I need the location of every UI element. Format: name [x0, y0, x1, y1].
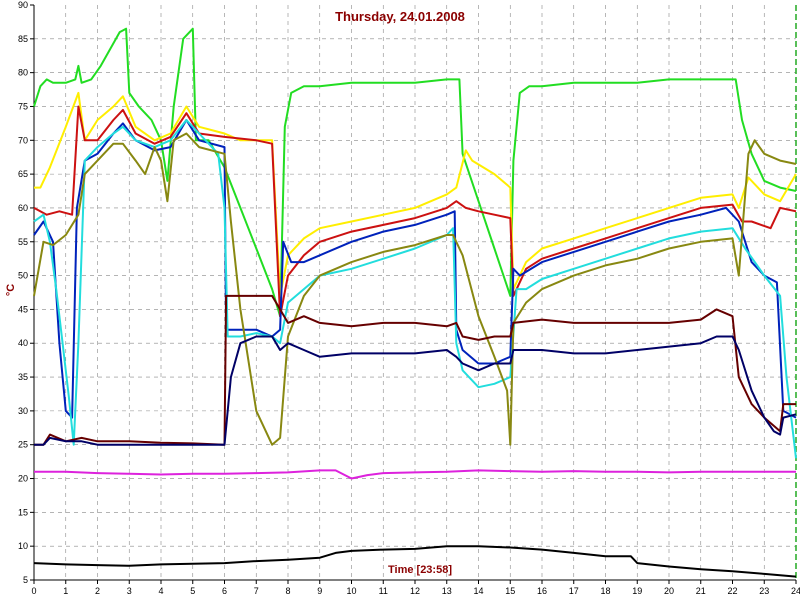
- y-tick-label: 20: [18, 474, 28, 484]
- axes: [30, 4, 797, 584]
- series-line-9: [34, 469, 796, 480]
- y-tick-label: 50: [18, 271, 28, 281]
- series-line-10: [33, 545, 797, 578]
- series-line-8: [34, 335, 797, 446]
- x-tick-label: 8: [285, 586, 290, 596]
- y-tick-label: 45: [18, 304, 28, 314]
- x-tick-label: 12: [410, 586, 420, 596]
- x-tick-label: 16: [537, 586, 547, 596]
- x-tick-label: 14: [473, 586, 483, 596]
- series-line-2: [34, 91, 797, 297]
- y-tick-label: 35: [18, 372, 28, 382]
- y-tick-label: 65: [18, 169, 28, 179]
- y-tick-label: 80: [18, 68, 28, 78]
- x-tick-label: 18: [600, 586, 610, 596]
- y-tick-label: 70: [18, 135, 28, 145]
- series-layer: [33, 27, 797, 578]
- series-line-4: [33, 119, 797, 419]
- x-tick-label: 1: [63, 586, 68, 596]
- x-tick-label: 5: [190, 586, 195, 596]
- x-tick-label: 23: [759, 586, 769, 596]
- series-line-5: [33, 119, 797, 459]
- y-tick-label: 40: [18, 338, 28, 348]
- x-tick-label: 21: [696, 586, 706, 596]
- y-tick-label: 25: [18, 440, 28, 450]
- series-line-7: [34, 294, 796, 446]
- grid-lines: [34, 5, 796, 580]
- x-tick-label: 3: [127, 586, 132, 596]
- y-tick-label: 60: [18, 203, 28, 213]
- x-axis-label: Time [23:58]: [388, 564, 452, 576]
- x-tick-label: 9: [317, 586, 322, 596]
- series-line-3: [33, 105, 797, 318]
- x-tick-label: 15: [505, 586, 515, 596]
- series-line-1: [33, 27, 797, 318]
- x-tick-label: 4: [158, 586, 163, 596]
- y-tick-label: 5: [23, 575, 28, 585]
- y-tick-label: 90: [18, 0, 28, 10]
- y-tick-label: 15: [18, 507, 28, 517]
- x-tick-label: 0: [31, 586, 36, 596]
- x-tick-label: 7: [254, 586, 259, 596]
- series-line-6: [33, 132, 797, 446]
- y-tick-label: 10: [18, 541, 28, 551]
- x-tick-label: 10: [346, 586, 356, 596]
- y-tick-label: 75: [18, 101, 28, 111]
- chart-title: Thursday, 24.01.2008: [335, 9, 465, 24]
- y-tick-label: 85: [18, 34, 28, 44]
- x-tick-label: 17: [569, 586, 579, 596]
- x-tick-label: 20: [664, 586, 674, 596]
- x-tick-label: 2: [95, 586, 100, 596]
- x-tick-label: 24: [791, 586, 800, 596]
- x-tick-label: 19: [632, 586, 642, 596]
- x-tick-label: 11: [379, 586, 388, 596]
- y-axis-label: °C: [5, 284, 17, 296]
- tick-labels: 0 1 2 3 4 5 6 7 8 9 10 11 12 13 14 15 16 17 18 19 20 21 22 23 24…: [18, 0, 800, 596]
- x-tick-label: 22: [727, 586, 737, 596]
- y-tick-label: 55: [18, 237, 28, 247]
- x-tick-label: 6: [222, 586, 227, 596]
- x-tick-label: 13: [442, 586, 452, 596]
- y-tick-label: 30: [18, 406, 28, 416]
